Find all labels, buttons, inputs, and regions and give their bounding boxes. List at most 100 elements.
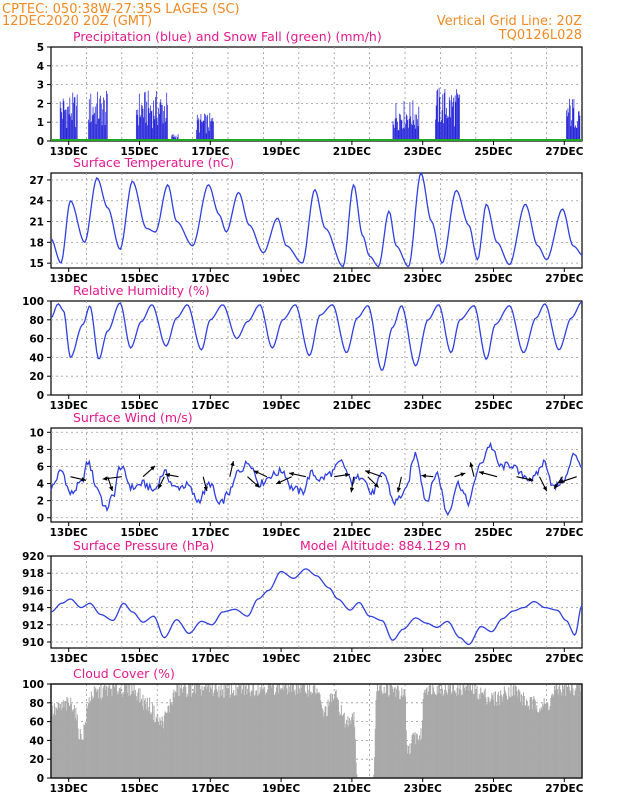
cloud-bar: [199, 684, 201, 778]
cloud-bar: [557, 694, 559, 778]
run-datetime: 12DEC2020 20Z (GMT): [2, 14, 152, 29]
cloud-bar: [524, 704, 526, 778]
cloud-bar: [242, 684, 244, 778]
cloud-bar: [188, 684, 190, 778]
precip-bar: [405, 123, 406, 141]
cloud-bar: [278, 684, 280, 778]
cloud-bar: [562, 684, 564, 778]
series-line: [50, 301, 583, 372]
cloud-bar: [115, 684, 117, 778]
precip-bar: [572, 99, 573, 141]
precip-bar: [453, 97, 455, 141]
cloud-bar: [219, 690, 221, 778]
precip-bar: [151, 110, 153, 141]
cloud-bar: [181, 688, 183, 778]
model-run-code: TQ0126L028: [498, 28, 582, 43]
cloud-bar: [135, 696, 137, 778]
cloud-bar: [67, 702, 69, 778]
cloud-bar: [433, 691, 435, 778]
cloud-bar: [545, 703, 547, 778]
precip-bar: [418, 106, 420, 141]
cloud-bar: [497, 694, 499, 778]
cloud-bar: [145, 703, 147, 778]
cloud-bar: [105, 685, 107, 778]
precip-bar: [568, 112, 570, 141]
y-tick-label: 20: [29, 754, 44, 766]
cloud-bar: [437, 693, 439, 778]
cloud-bar: [56, 708, 58, 778]
cloud-bar: [157, 714, 159, 778]
cloud-bar: [121, 696, 123, 778]
cloud-bar: [441, 688, 443, 778]
precip-bar: [409, 102, 411, 141]
panel-4: Surface Wind (m/s) 0 2 4 6 8 10 13DEC 15DEC 17DEC…: [29, 410, 583, 539]
plot-frame: [50, 300, 583, 396]
y-tick-label: 100: [22, 679, 44, 691]
cloud-bar: [169, 712, 171, 778]
precip-bar: [416, 114, 417, 141]
cloud-bar: [97, 688, 99, 778]
cloud-bar: [185, 686, 187, 778]
cloud-bar: [323, 716, 325, 778]
cloud-bar: [385, 692, 387, 778]
precip-bar: [438, 87, 440, 141]
cloud-bar: [352, 719, 354, 778]
precip-bar: [208, 130, 210, 141]
precip-bar: [97, 118, 99, 141]
precip-bar: [158, 108, 159, 141]
cloud-bar: [308, 689, 310, 778]
cloud-bar: [222, 689, 224, 778]
cloud-bar: [544, 703, 546, 778]
cloud-bar: [314, 685, 316, 778]
cloud-bar: [134, 694, 136, 778]
cloud-bar: [147, 710, 149, 778]
cloud-bar: [374, 728, 376, 778]
cloud-bar: [457, 684, 459, 778]
precip-bar: [446, 118, 448, 141]
cloud-bar: [349, 720, 351, 778]
precip-bar: [90, 93, 92, 141]
cloud-bar: [483, 695, 485, 778]
cloud-bar: [264, 695, 266, 778]
precip-bar: [158, 113, 160, 141]
cloud-bar: [240, 684, 242, 778]
cloud-bar: [535, 709, 537, 778]
wind-arrow-head: [542, 486, 547, 492]
precip-bar: [163, 110, 165, 141]
cloud-bar: [376, 691, 378, 778]
precip-bar: [452, 101, 454, 141]
cloud-bar: [450, 694, 452, 778]
cloud-bar: [146, 697, 148, 778]
precip-bar: [211, 121, 213, 141]
x-tick-label: 27DEC: [545, 527, 584, 539]
x-tick-label: 17DEC: [191, 146, 230, 158]
cloud-bar: [523, 695, 525, 778]
cloud-bar: [78, 738, 80, 778]
cloud-bar: [152, 703, 154, 778]
x-tick-label: 19DEC: [262, 273, 301, 285]
cloud-bar: [123, 694, 125, 778]
cloud-bar: [275, 687, 277, 778]
cloud-bar: [281, 688, 283, 778]
cloud-bar: [553, 694, 555, 778]
cloud-bar: [278, 693, 280, 778]
cloud-bar: [95, 687, 97, 778]
precip-bar: [64, 110, 66, 141]
precip-bar: [172, 134, 173, 141]
cloud-bar: [67, 698, 69, 778]
cloud-bar: [249, 692, 251, 778]
precip-bar: [206, 116, 208, 141]
precip-bar: [435, 119, 436, 141]
precip-bar: [438, 121, 439, 141]
cloud-bar: [316, 688, 318, 778]
cloud-bar: [208, 692, 210, 778]
cloud-bar: [413, 735, 415, 778]
cloud-bar: [410, 753, 412, 778]
precip-bar: [149, 113, 151, 141]
precip-bar: [91, 115, 93, 141]
cloud-bar: [230, 694, 232, 778]
cloud-bar: [94, 689, 96, 778]
cloud-bar: [385, 684, 387, 778]
cloud-bar: [169, 699, 171, 778]
cloud-bar: [386, 684, 388, 778]
